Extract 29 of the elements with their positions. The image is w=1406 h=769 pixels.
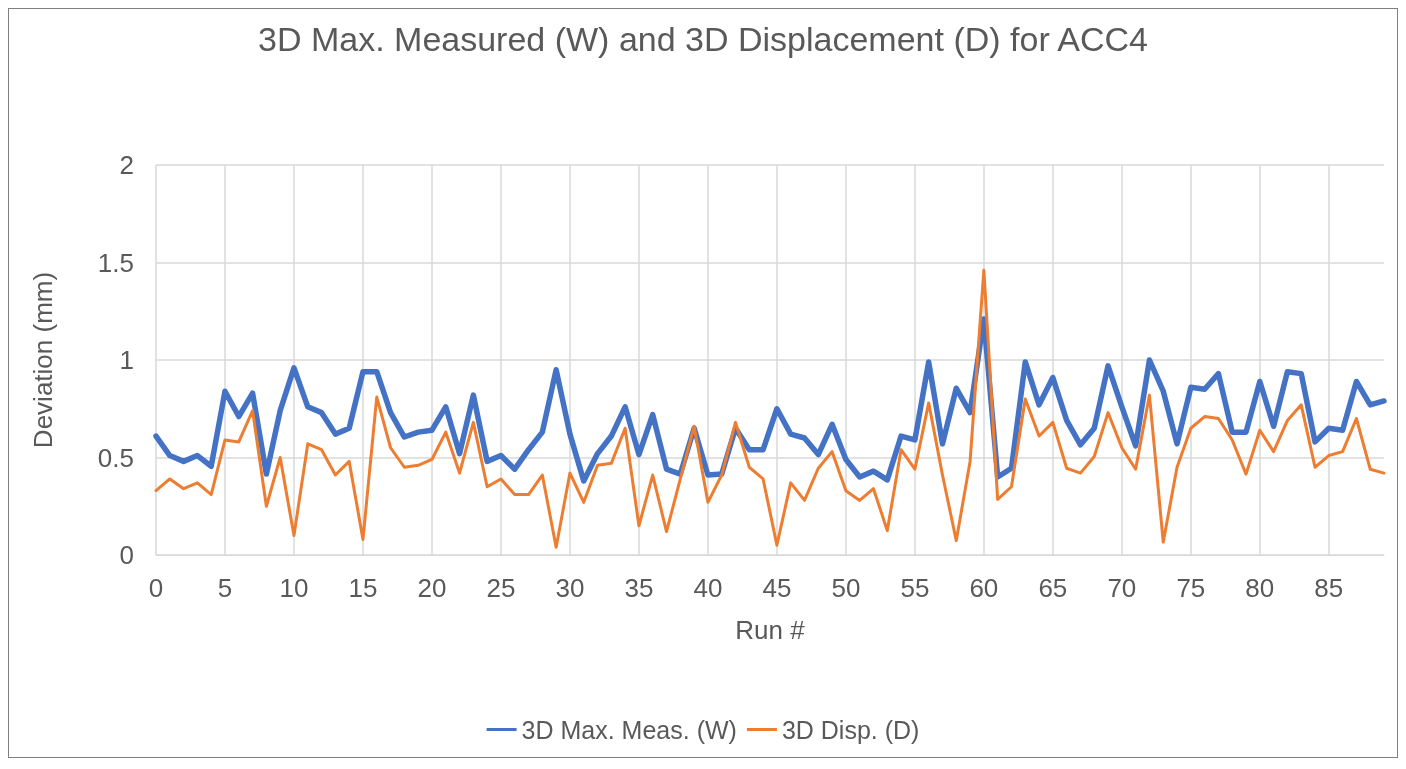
x-tick-label: 55: [900, 573, 930, 603]
x-tick-label: 45: [762, 573, 792, 603]
y-tick-label: 1.5: [97, 247, 134, 278]
x-tick-label: 35: [624, 573, 654, 603]
y-tick-label: 1: [119, 345, 134, 375]
x-tick-label: 65: [1038, 573, 1068, 603]
x-tick-label: 5: [217, 573, 233, 603]
x-axis-title: Run #: [735, 615, 806, 645]
legend-label: 3D Max. Meas. (W): [521, 715, 737, 744]
x-tick-label: 0: [148, 573, 164, 603]
x-tick-label: 10: [279, 573, 309, 603]
x-tick-label: 25: [486, 573, 516, 603]
line-series: [154, 268, 1386, 549]
x-tick-label: 60: [969, 573, 999, 603]
y-axis-title: Deviation (mm): [28, 271, 58, 449]
x-tick-label: 30: [555, 573, 585, 603]
y-tick-label: 2: [119, 150, 134, 180]
x-tick-label: 50: [831, 573, 861, 603]
y-tick-label: 0: [119, 540, 134, 570]
y-tick-label: 0.5: [97, 442, 134, 473]
x-tick-label: 20: [417, 573, 447, 603]
x-tick-label: 80: [1245, 573, 1275, 603]
chart-title: 3D Max. Measured (W) and 3D Displacement (D) for ACC4: [258, 20, 1148, 58]
legend-label: 3D Disp. (D): [781, 715, 920, 744]
x-tick-label: 85: [1314, 573, 1344, 603]
x-tick-label: 75: [1176, 573, 1206, 603]
x-tick-label: 15: [348, 573, 378, 603]
x-tick-label: 70: [1107, 573, 1137, 603]
x-tick-label: 40: [693, 573, 723, 603]
